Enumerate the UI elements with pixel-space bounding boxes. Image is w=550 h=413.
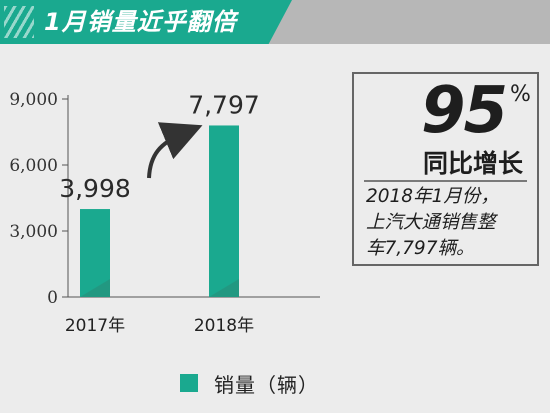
data-label: 3,998: [59, 174, 131, 203]
legend-label: 销量（辆）: [214, 372, 319, 397]
y-tick-label: 6,000: [9, 156, 58, 176]
x-tick-label: 2018年: [194, 316, 254, 336]
info-line: 2018年1月份，: [366, 186, 499, 207]
title-bar: 1月销量近乎翻倍: [0, 0, 292, 44]
labels-group: 2017年 3,998 2018年 7,797: [59, 90, 260, 336]
info-line: 上汽大通销售整: [366, 212, 496, 233]
chart-legend: 销量（辆）: [180, 370, 319, 397]
bar: [209, 125, 239, 297]
bar-shade: [209, 279, 239, 297]
bars-group: [80, 125, 239, 297]
growth-value: 95: [420, 74, 508, 148]
info-line: 车7,797辆。: [366, 238, 475, 259]
growth-unit: %: [510, 82, 531, 107]
legend-swatch: [180, 374, 198, 392]
growth-label: 同比增长: [422, 149, 523, 178]
growth-info-box: 95 % 同比增长 2018年1月份， 上汽大通销售整 车7,797辆。: [352, 72, 539, 266]
data-label: 7,797: [188, 90, 260, 119]
y-tick-label: 3,000: [9, 222, 58, 242]
bar-body: [209, 125, 239, 297]
x-tick-label: 2017年: [65, 316, 125, 336]
title-stripes-decoration: [4, 6, 34, 38]
growth-arrow-icon: [147, 122, 203, 179]
bar-shade: [80, 279, 110, 297]
y-tick-label: 0: [47, 288, 58, 308]
bar: [80, 209, 110, 297]
chart-title: 1月销量近乎翻倍: [44, 8, 237, 36]
y-tick-label: 9,000: [9, 90, 58, 110]
axis-group: 0 3,000 6,000 9,000: [9, 90, 320, 308]
info-description: 2018年1月份， 上汽大通销售整 车7,797辆。: [366, 184, 533, 262]
info-divider: [364, 180, 527, 182]
